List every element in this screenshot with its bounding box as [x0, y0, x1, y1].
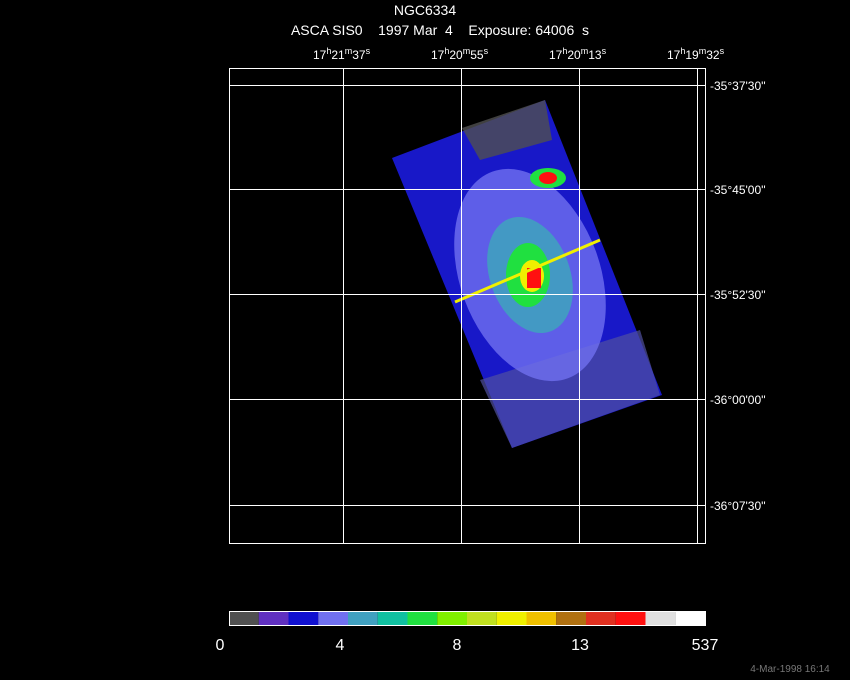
colorbar-swatch [615, 611, 646, 625]
ra-value: 17 [667, 48, 681, 62]
source [527, 268, 541, 288]
colorbar-frame [229, 611, 706, 626]
title: NGC6334 [394, 2, 456, 18]
ra-unit: s [602, 46, 607, 56]
ra-tick-label: 17h20m55s [431, 46, 489, 62]
ra-unit: m [463, 46, 471, 56]
dec-tick-label: -35°37'30'' [710, 79, 766, 93]
colorbar-label: 4 [336, 637, 345, 654]
colorbar-swatch [556, 611, 586, 625]
colorbar-swatch [467, 611, 497, 625]
colorbar-label: 13 [571, 637, 589, 654]
colorbar-label: 0 [216, 637, 225, 654]
ra-unit: h [444, 46, 449, 56]
colorbar-swatch [645, 611, 676, 625]
frame [229, 68, 706, 544]
low-region [462, 100, 552, 160]
colorbar-swatch [318, 611, 348, 625]
colorbar-label: 8 [453, 637, 462, 654]
ra-value: 13 [588, 48, 602, 62]
timestamp: 4-Mar-1998 16:14 [750, 664, 830, 675]
ra-value: 37 [352, 48, 366, 62]
ra-unit: h [680, 46, 685, 56]
subtitle: ASCA SIS0 1997 Mar 4 Exposure: 64006 s [291, 22, 589, 38]
ra-value: 19 [685, 48, 699, 62]
colorbar-swatch [437, 611, 467, 625]
ra-unit: h [326, 46, 331, 56]
colorbar-swatch [675, 611, 705, 625]
colorbar-label: 537 [692, 637, 719, 654]
colorbar-swatch [526, 611, 557, 625]
ra-unit: h [562, 46, 567, 56]
ra-unit: s [720, 46, 725, 56]
ra-unit: m [581, 46, 589, 56]
colorbar-swatch [377, 611, 408, 625]
ra-value: 17 [313, 48, 327, 62]
source [539, 172, 557, 184]
colorbar-swatch [407, 611, 438, 625]
streak [454, 238, 601, 304]
ra-value: 17 [431, 48, 445, 62]
ra-unit: m [345, 46, 353, 56]
colorbar-swatch [348, 611, 378, 625]
ra-value: 17 [549, 48, 563, 62]
dec-tick-label: -35°52'30'' [710, 288, 766, 302]
colorbar-swatch [229, 611, 259, 625]
colorbar-swatch [586, 611, 616, 625]
colorbar-swatch [496, 611, 527, 625]
image [392, 100, 662, 448]
ra-tick-label: 17h19m32s [667, 46, 725, 62]
colorbar-swatch [288, 611, 319, 625]
dec-tick-label: -36°00'00'' [710, 393, 766, 407]
ra-tick-label: 17h20m13s [549, 46, 607, 62]
ra-value: 21 [331, 48, 345, 62]
coordinate-grid [229, 68, 706, 544]
dec-tick-label: -35°45'00'' [710, 183, 766, 197]
low-region [480, 330, 660, 448]
ra-value: 20 [567, 48, 581, 62]
ra-unit: s [366, 46, 371, 56]
colorbar-swatch [258, 611, 289, 625]
ra-tick-label: 17h21m37s [313, 46, 371, 62]
ra-value: 20 [449, 48, 463, 62]
ra-unit: m [699, 46, 707, 56]
ra-value: 55 [470, 48, 484, 62]
dec-tick-label: -36°07'30'' [710, 499, 766, 513]
ra-unit: s [484, 46, 489, 56]
ra-value: 32 [706, 48, 720, 62]
